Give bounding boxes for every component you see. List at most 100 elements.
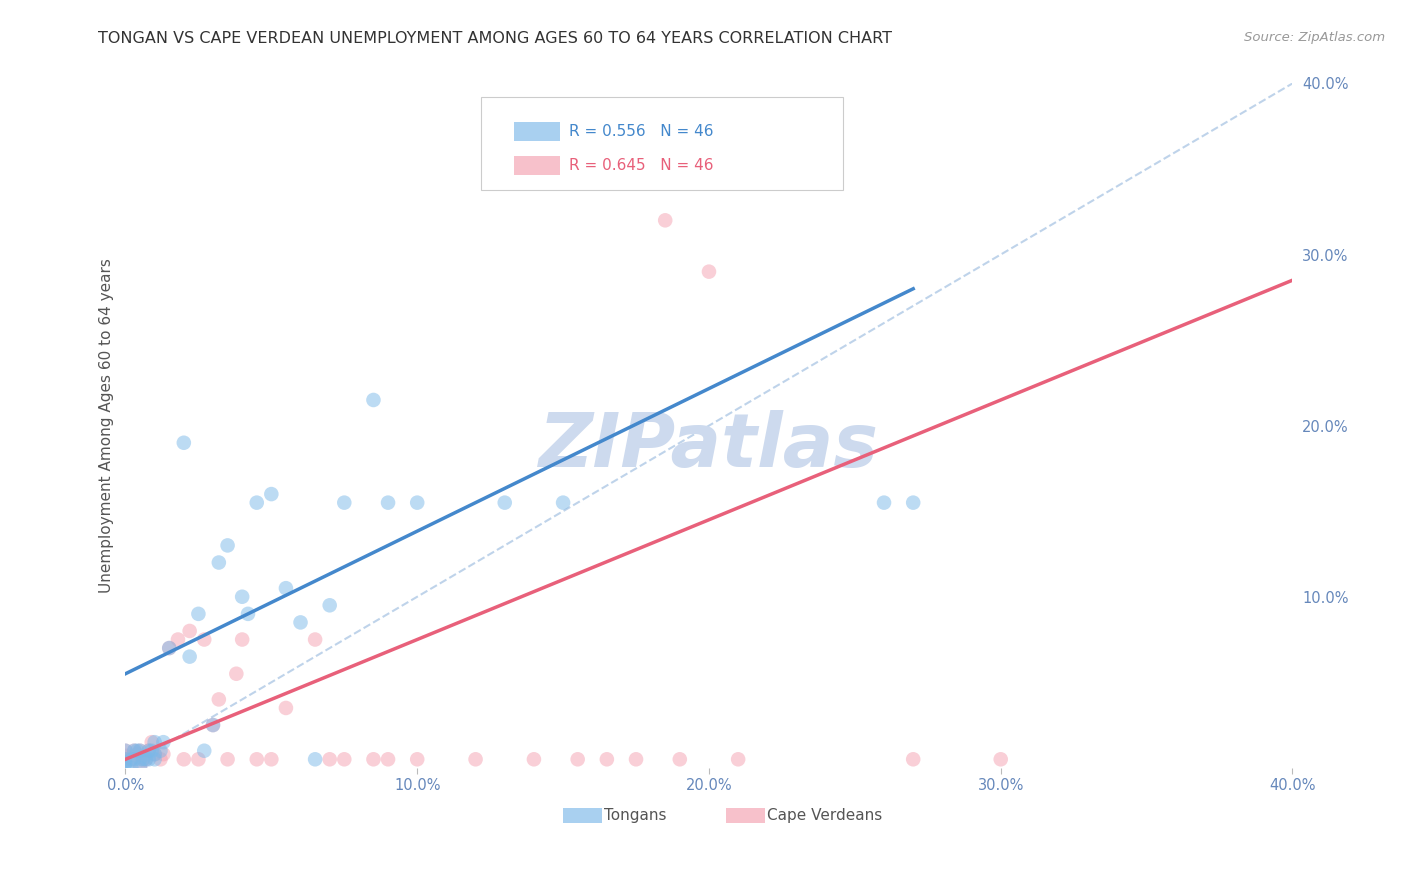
Point xyxy=(129,761,152,775)
Point xyxy=(167,632,190,647)
Point xyxy=(129,761,152,775)
Point xyxy=(149,744,172,758)
Text: Source: ZipAtlas.com: Source: ZipAtlas.com xyxy=(1244,31,1385,45)
Text: Cape Verdeans: Cape Verdeans xyxy=(768,808,883,823)
Point xyxy=(333,752,356,766)
Point xyxy=(143,747,166,761)
Point xyxy=(654,213,676,227)
Point xyxy=(143,752,166,766)
Point xyxy=(135,752,157,766)
FancyBboxPatch shape xyxy=(562,808,602,823)
Point xyxy=(143,747,166,761)
Point xyxy=(377,752,399,766)
Point xyxy=(668,752,690,766)
Point xyxy=(114,744,136,758)
Point xyxy=(141,744,163,758)
Point xyxy=(903,495,925,509)
Point xyxy=(173,435,195,450)
Point xyxy=(551,495,574,509)
Text: Tongans: Tongans xyxy=(605,808,666,823)
Point xyxy=(114,756,136,770)
Point xyxy=(274,581,297,595)
Point xyxy=(231,632,253,647)
Point xyxy=(187,752,209,766)
Point xyxy=(138,744,160,758)
FancyBboxPatch shape xyxy=(515,156,560,175)
Point xyxy=(114,752,136,766)
Text: R = 0.556   N = 46: R = 0.556 N = 46 xyxy=(569,124,713,139)
Point xyxy=(127,744,149,758)
Point xyxy=(333,495,356,509)
Point xyxy=(990,752,1012,766)
Point xyxy=(143,735,166,749)
Point xyxy=(157,641,180,656)
Point xyxy=(363,752,385,766)
Point xyxy=(138,752,160,766)
Point xyxy=(260,752,283,766)
Point xyxy=(114,744,136,758)
Point xyxy=(114,752,136,766)
Point xyxy=(132,752,155,766)
Point xyxy=(132,752,155,766)
Text: TONGAN VS CAPE VERDEAN UNEMPLOYMENT AMONG AGES 60 TO 64 YEARS CORRELATION CHART: TONGAN VS CAPE VERDEAN UNEMPLOYMENT AMON… xyxy=(98,31,893,46)
Point xyxy=(201,718,224,732)
Point xyxy=(217,752,239,766)
Y-axis label: Unemployment Among Ages 60 to 64 years: Unemployment Among Ages 60 to 64 years xyxy=(100,258,114,593)
FancyBboxPatch shape xyxy=(727,808,765,823)
Point xyxy=(406,752,429,766)
Point xyxy=(114,761,136,775)
Point xyxy=(697,265,720,279)
Point xyxy=(246,495,269,509)
Point xyxy=(727,752,749,766)
Text: ZIPatlas: ZIPatlas xyxy=(538,409,879,483)
Point xyxy=(231,590,253,604)
Point xyxy=(122,752,145,766)
Point xyxy=(129,752,152,766)
Point xyxy=(129,744,152,758)
Point xyxy=(873,495,896,509)
Point xyxy=(122,744,145,758)
Point xyxy=(114,748,136,763)
Text: R = 0.645   N = 46: R = 0.645 N = 46 xyxy=(569,158,713,173)
Point xyxy=(318,752,340,766)
Point xyxy=(179,624,201,638)
Point xyxy=(377,495,399,509)
Point xyxy=(494,495,516,509)
Point xyxy=(217,538,239,552)
Point xyxy=(120,752,142,766)
Point xyxy=(464,752,486,766)
Point xyxy=(236,607,259,621)
Point xyxy=(141,735,163,749)
Point xyxy=(290,615,312,630)
Point xyxy=(120,752,142,766)
Point xyxy=(260,487,283,501)
Point xyxy=(122,744,145,758)
Point xyxy=(208,692,231,706)
Point xyxy=(903,752,925,766)
FancyBboxPatch shape xyxy=(515,122,560,141)
Point xyxy=(246,752,269,766)
Point xyxy=(304,632,326,647)
Point xyxy=(193,632,215,647)
Point xyxy=(152,735,174,749)
Point xyxy=(201,718,224,732)
Point xyxy=(208,556,231,570)
Point xyxy=(135,752,157,766)
Point xyxy=(304,752,326,766)
Point xyxy=(318,599,340,613)
Point xyxy=(127,747,149,761)
Point xyxy=(225,666,247,681)
Point xyxy=(523,752,546,766)
Point xyxy=(179,649,201,664)
Point xyxy=(624,752,647,766)
Point xyxy=(129,744,152,758)
Point xyxy=(152,747,174,761)
Point xyxy=(157,641,180,656)
Point xyxy=(193,744,215,758)
Point xyxy=(567,752,589,766)
Point xyxy=(274,701,297,715)
Point xyxy=(363,392,385,407)
FancyBboxPatch shape xyxy=(481,97,844,189)
Point xyxy=(406,495,429,509)
Point xyxy=(173,752,195,766)
